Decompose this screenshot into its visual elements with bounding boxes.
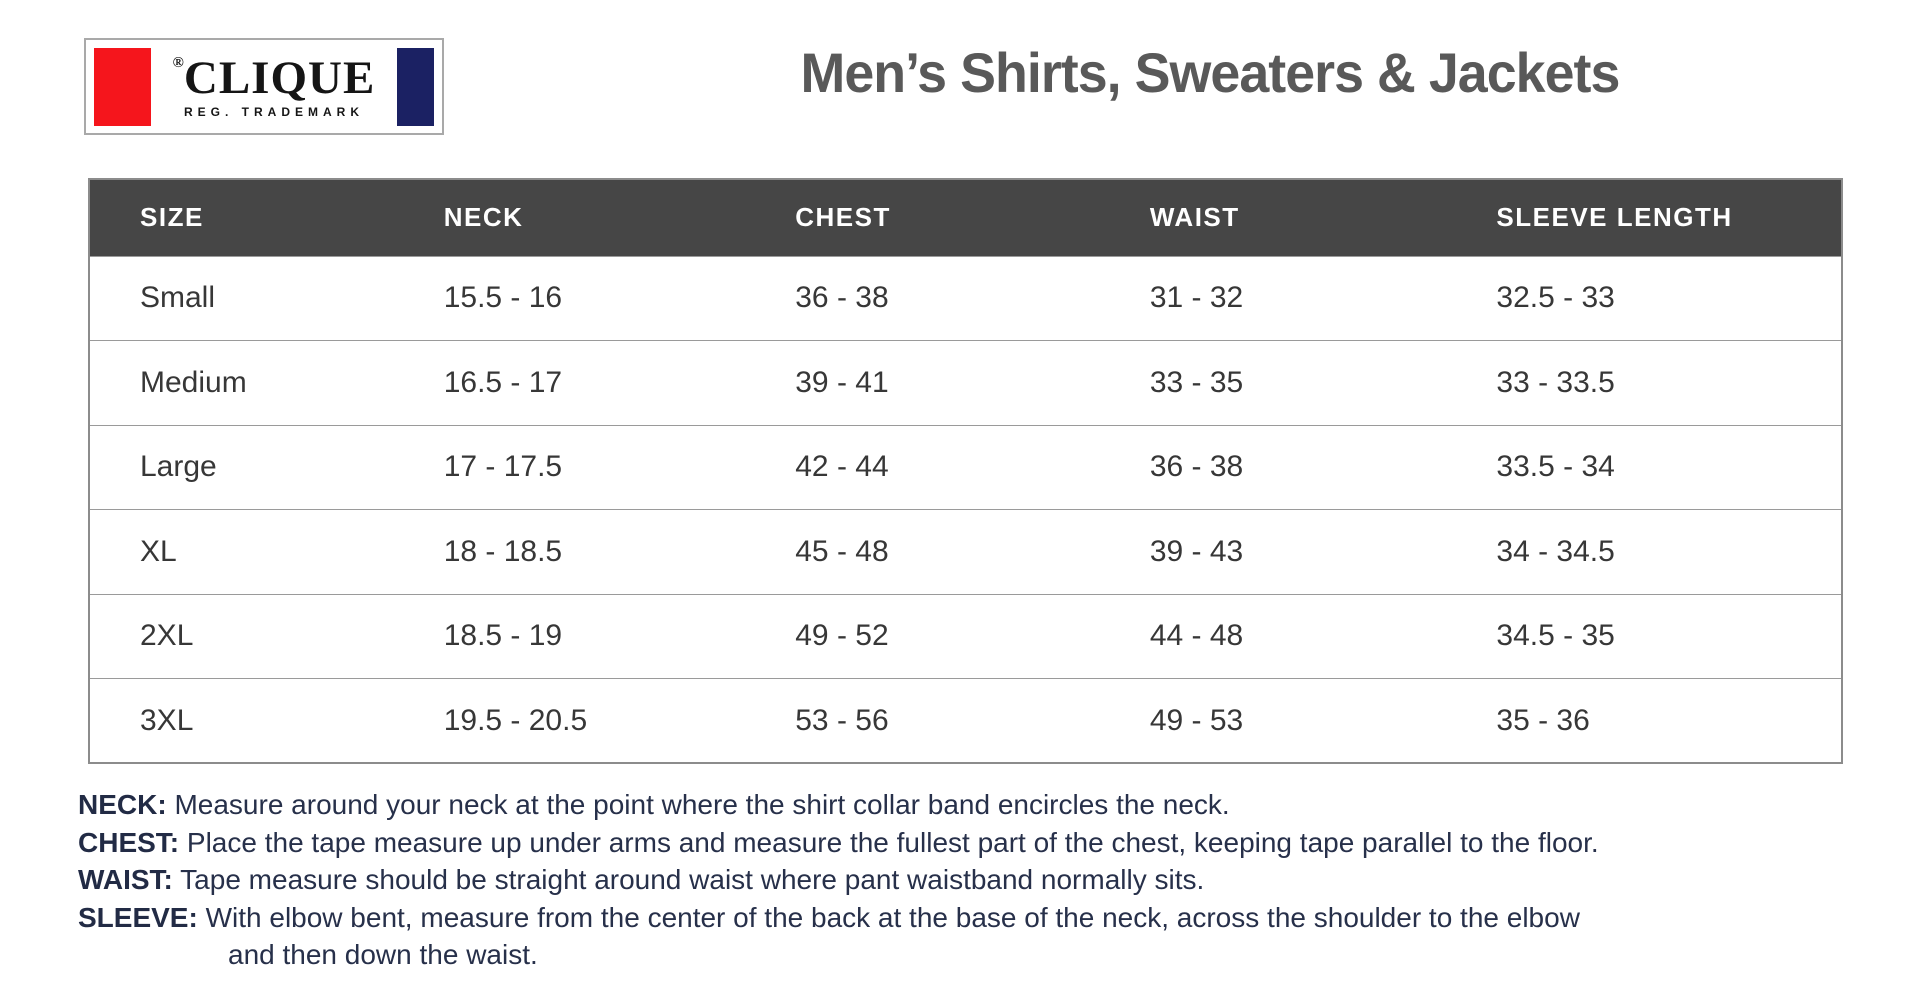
note-neck-text: Measure around your neck at the point wh…: [174, 789, 1230, 820]
cell-size: Small: [89, 255, 394, 341]
cell-sleeve: 32.5 - 33: [1446, 255, 1842, 341]
cell-chest: 45 - 48: [745, 509, 1100, 594]
cell-size: Large: [89, 424, 394, 510]
table-row: 3XL 19.5 - 20.5 53 - 56 49 - 53 35 - 36: [89, 678, 1842, 763]
cell-size: 3XL: [89, 678, 394, 763]
note-chest-text: Place the tape measure up under arms and…: [186, 826, 1599, 858]
column-header-size: SIZE: [89, 179, 394, 256]
column-header-waist: WAIST: [1099, 179, 1447, 256]
cell-chest: 53 - 56: [745, 678, 1100, 763]
brand-subtext: REG. TRADEMARK: [184, 105, 364, 119]
cell-sleeve: 33 - 33.5: [1446, 340, 1842, 425]
brand-name: ®CLIQUE: [172, 52, 376, 104]
table-row: Medium 16.5 - 17 39 - 41 33 - 35 33 - 33…: [89, 340, 1842, 425]
cell-waist: 44 - 48: [1099, 593, 1447, 679]
cell-sleeve: 34 - 34.5: [1446, 509, 1842, 594]
table-row: XL 18 - 18.5 45 - 48 39 - 43 34 - 34.5: [89, 509, 1842, 594]
cell-neck: 18.5 - 19: [393, 593, 746, 679]
page-title: Men’s Shirts, Sweaters & Jackets: [800, 41, 1621, 104]
cell-sleeve: 33.5 - 34: [1446, 424, 1842, 510]
note-neck-label: NECK:: [78, 789, 167, 820]
table-header: SIZE NECK CHEST WAIST SLEEVE LENGTH: [89, 179, 1842, 256]
cell-size: XL: [89, 509, 394, 594]
column-header-neck: NECK: [393, 179, 746, 256]
cell-neck: 18 - 18.5: [393, 509, 746, 594]
note-waist: WAIST: Tape measure should be straight a…: [78, 861, 1599, 899]
logo-red-block-icon: [94, 47, 151, 126]
size-chart-table: SIZE NECK CHEST WAIST SLEEVE LENGTH Smal…: [88, 178, 1843, 764]
cell-chest: 42 - 44: [745, 424, 1100, 510]
note-chest: CHEST: Place the tape measure up under a…: [78, 824, 1599, 862]
cell-waist: 31 - 32: [1099, 255, 1447, 341]
note-sleeve: SLEEVE: With elbow bent, measure from th…: [78, 899, 1599, 937]
cell-sleeve: 34.5 - 35: [1446, 593, 1842, 679]
table-header-row: SIZE NECK CHEST WAIST SLEEVE LENGTH: [89, 179, 1842, 256]
brand-logo: ®CLIQUE REG. TRADEMARK: [84, 38, 444, 135]
cell-size: 2XL: [89, 593, 394, 679]
cell-waist: 36 - 38: [1099, 424, 1447, 510]
logo-navy-block-icon: [397, 47, 434, 126]
cell-chest: 49 - 52: [745, 593, 1100, 679]
table-row: Large 17 - 17.5 42 - 44 36 - 38 33.5 - 3…: [89, 424, 1842, 510]
registered-trademark-icon: ®: [172, 55, 184, 71]
column-header-sleeve-length: SLEEVE LENGTH: [1446, 179, 1842, 256]
note-sleeve-continuation: and then down the waist.: [228, 939, 538, 970]
note-waist-label: WAIST:: [78, 864, 173, 895]
cell-sleeve: 35 - 36: [1446, 678, 1842, 763]
cell-waist: 39 - 43: [1099, 509, 1447, 594]
note-neck: NECK: Measure around your neck at the po…: [78, 786, 1599, 824]
logo-text-group: ®CLIQUE REG. TRADEMARK: [151, 52, 397, 119]
cell-size: Medium: [89, 340, 394, 425]
cell-chest: 36 - 38: [745, 255, 1100, 341]
measuring-notes: NECK: Measure around your neck at the po…: [78, 786, 1599, 974]
table-row: Small 15.5 - 16 36 - 38 31 - 32 32.5 - 3…: [89, 255, 1842, 341]
note-waist-text: Tape measure should be straight around w…: [180, 864, 1205, 895]
cell-neck: 15.5 - 16: [393, 255, 746, 341]
note-sleeve-text: With elbow bent, measure from the center…: [205, 901, 1580, 933]
cell-neck: 17 - 17.5: [393, 424, 746, 510]
cell-waist: 33 - 35: [1099, 340, 1447, 425]
note-chest-label: CHEST:: [78, 826, 180, 858]
table-row: 2XL 18.5 - 19 49 - 52 44 - 48 34.5 - 35: [89, 593, 1842, 679]
cell-neck: 19.5 - 20.5: [393, 678, 746, 763]
column-header-chest: CHEST: [745, 179, 1100, 256]
cell-waist: 49 - 53: [1099, 678, 1447, 763]
note-sleeve-label: SLEEVE:: [78, 901, 198, 933]
cell-chest: 39 - 41: [745, 340, 1100, 425]
cell-neck: 16.5 - 17: [393, 340, 746, 425]
